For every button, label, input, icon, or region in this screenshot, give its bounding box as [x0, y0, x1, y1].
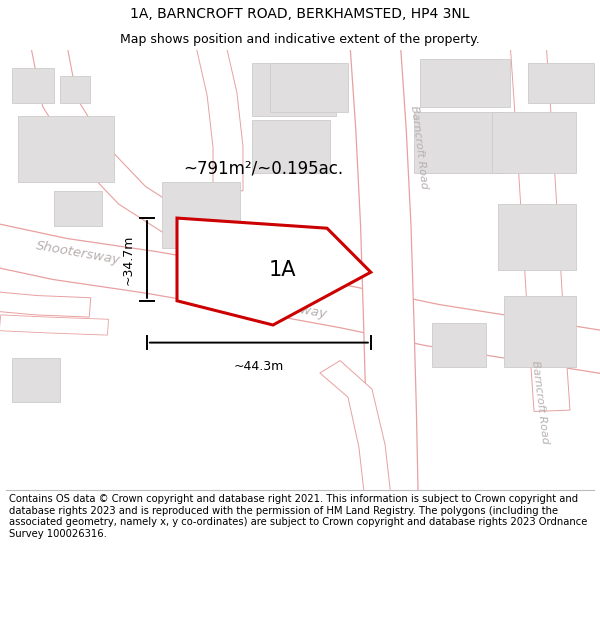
Polygon shape	[195, 39, 243, 191]
Polygon shape	[414, 112, 504, 173]
Text: Barncroft Road: Barncroft Road	[530, 360, 550, 444]
Text: Shootersway: Shootersway	[242, 294, 328, 321]
Polygon shape	[0, 291, 91, 317]
Polygon shape	[320, 361, 391, 499]
Polygon shape	[30, 39, 237, 258]
Polygon shape	[498, 204, 576, 270]
Polygon shape	[420, 59, 510, 108]
Polygon shape	[162, 182, 240, 248]
Polygon shape	[528, 63, 594, 102]
Polygon shape	[12, 358, 60, 402]
Polygon shape	[0, 223, 600, 374]
Text: Contains OS data © Crown copyright and database right 2021. This information is : Contains OS data © Crown copyright and d…	[9, 494, 587, 539]
Text: 1A: 1A	[268, 260, 296, 280]
Text: Barncroft Road: Barncroft Road	[409, 104, 429, 189]
Polygon shape	[510, 41, 570, 411]
Polygon shape	[60, 76, 90, 102]
Polygon shape	[12, 68, 54, 102]
Polygon shape	[504, 296, 576, 367]
Text: 1A, BARNCROFT ROAD, BERKHAMSTED, HP4 3NL: 1A, BARNCROFT ROAD, BERKHAMSTED, HP4 3NL	[130, 8, 470, 21]
Polygon shape	[177, 218, 371, 325]
Polygon shape	[492, 112, 576, 173]
Polygon shape	[18, 116, 114, 182]
Text: ~34.7m: ~34.7m	[122, 234, 135, 284]
Text: Shootersway: Shootersway	[35, 239, 121, 267]
Text: ~44.3m: ~44.3m	[234, 360, 284, 373]
Polygon shape	[252, 63, 336, 116]
Polygon shape	[252, 121, 330, 173]
Polygon shape	[54, 191, 102, 226]
Text: ~791m²/~0.195ac.: ~791m²/~0.195ac.	[183, 160, 343, 177]
Polygon shape	[432, 322, 486, 367]
Text: Map shows position and indicative extent of the property.: Map shows position and indicative extent…	[120, 32, 480, 46]
Polygon shape	[350, 40, 418, 499]
Polygon shape	[0, 315, 109, 335]
Polygon shape	[270, 63, 348, 112]
